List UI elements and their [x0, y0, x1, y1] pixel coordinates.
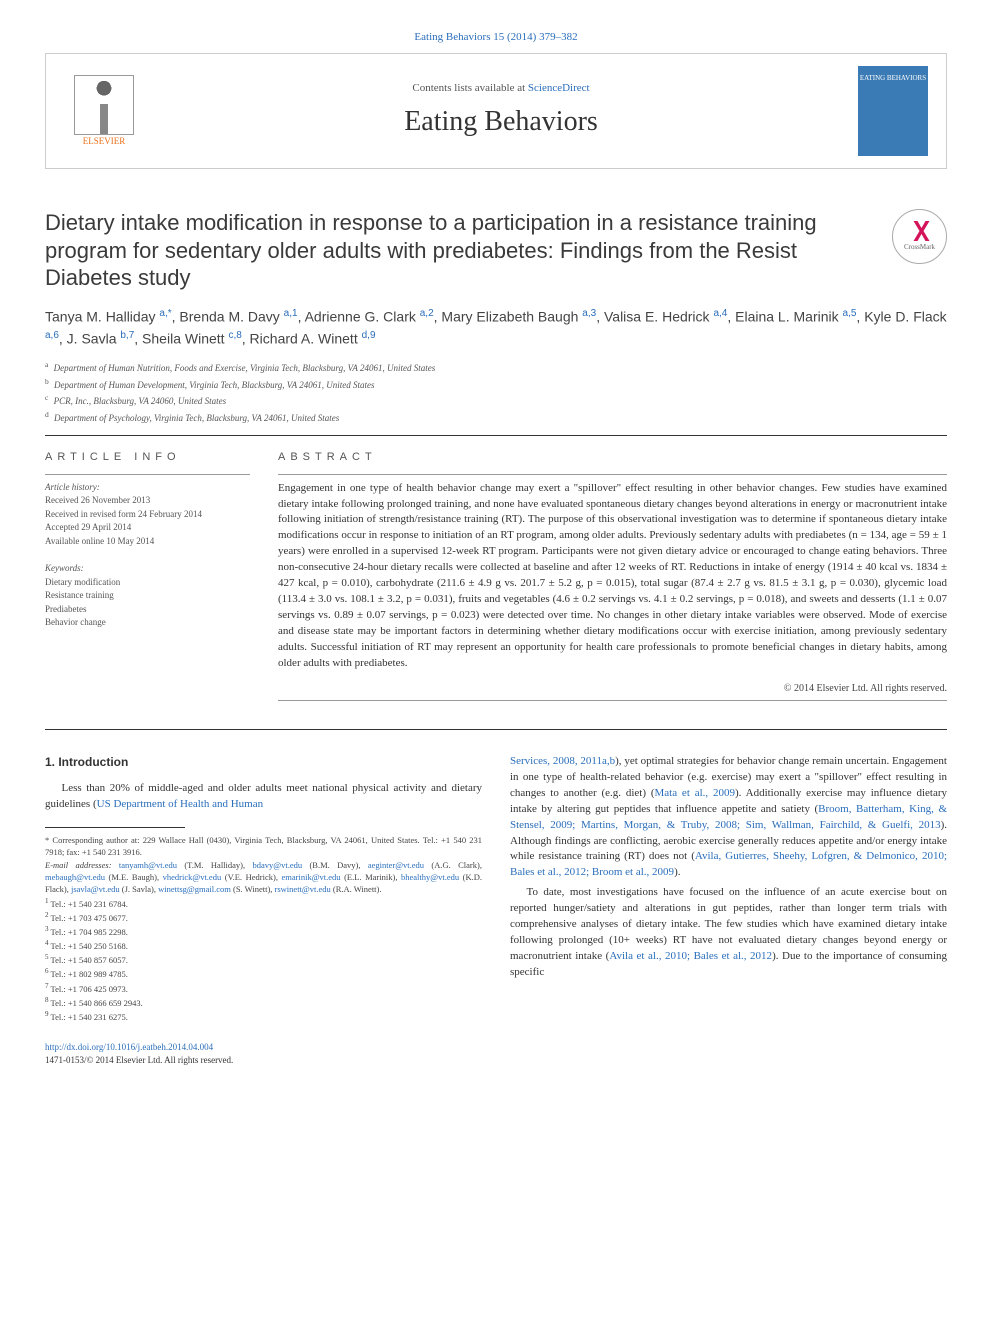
affiliation-line: c PCR, Inc., Blacksburg, VA 24060, Unite…: [45, 392, 947, 409]
article-info-head: ARTICLE INFO: [45, 450, 250, 465]
email-link[interactable]: aeginter@vt.edu: [368, 860, 424, 870]
affiliation-line: d Department of Psychology, Virginia Tec…: [45, 409, 947, 426]
thin-divider: [45, 474, 250, 475]
email-link[interactable]: mebaugh@vt.edu: [45, 872, 105, 882]
email-line: E-mail addresses: tanyamh@vt.edu (T.M. H…: [45, 859, 482, 896]
history-line: Available online 10 May 2014: [45, 535, 250, 549]
doi-block: http://dx.doi.org/10.1016/j.eatbeh.2014.…: [45, 1041, 482, 1066]
issn-copyright: 1471-0153/© 2014 Elsevier Ltd. All right…: [45, 1055, 233, 1065]
sciencedirect-link[interactable]: ScienceDirect: [528, 82, 590, 94]
email-link[interactable]: bhealthy@vt.edu: [401, 872, 459, 882]
journal-name: Eating Behaviors: [144, 102, 858, 141]
intro-paragraph: Less than 20% of middle-aged and older a…: [45, 781, 482, 813]
tel-footnote: 7 Tel.: +1 706 425 0973.: [45, 981, 482, 995]
cover-text: EATING BEHAVIORS: [860, 74, 926, 84]
history-label: Article history:: [45, 481, 250, 495]
header-center: Contents lists available at ScienceDirec…: [144, 81, 858, 142]
keyword-line: Behavior change: [45, 616, 250, 630]
introduction-heading: 1. Introduction: [45, 754, 482, 771]
corresponding-author: * Corresponding author at: 229 Wallace H…: [45, 834, 482, 859]
keyword-line: Dietary modification: [45, 576, 250, 590]
footnotes: * Corresponding author at: 229 Wallace H…: [45, 834, 482, 1023]
abstract-text: Engagement in one type of health behavio…: [278, 481, 947, 672]
divider: [45, 729, 947, 730]
affiliation-line: a Department of Human Nutrition, Foods a…: [45, 359, 947, 376]
email-link[interactable]: jsavla@vt.edu: [71, 884, 120, 894]
journal-cover-thumb[interactable]: EATING BEHAVIORS: [858, 66, 928, 156]
crossmark-label: CrossMark: [904, 243, 935, 253]
email-link[interactable]: tanyamh@vt.edu: [119, 860, 177, 870]
tel-footnote: 1 Tel.: +1 540 231 6784.: [45, 896, 482, 910]
tel-footnote: 8 Tel.: +1 540 866 659 2943.: [45, 995, 482, 1009]
citation-link[interactable]: Services, 2008, 2011a,b: [510, 755, 615, 767]
journal-citation[interactable]: Eating Behaviors 15 (2014) 379–382: [45, 30, 947, 45]
body-right-column: Services, 2008, 2011a,b), yet optimal st…: [510, 754, 947, 1066]
contents-prefix: Contents lists available at: [412, 82, 527, 94]
tel-footnote: 9 Tel.: +1 540 231 6275.: [45, 1009, 482, 1023]
journal-header: ELSEVIER Contents lists available at Sci…: [45, 53, 947, 169]
tel-footnote: 5 Tel.: +1 540 857 6057.: [45, 952, 482, 966]
elsevier-tree-icon: [74, 75, 134, 135]
email-link[interactable]: bdavy@vt.edu: [252, 860, 302, 870]
footnote-separator: [45, 827, 185, 828]
thin-divider: [278, 700, 947, 701]
email-link[interactable]: winettsg@gmail.com: [158, 884, 231, 894]
email-link[interactable]: emarinik@vt.edu: [281, 872, 340, 882]
keyword-line: Prediabetes: [45, 603, 250, 617]
tel-footnote: 2 Tel.: +1 703 475 0677.: [45, 910, 482, 924]
citation-link[interactable]: Avila et al., 2010; Bales et al., 2012: [609, 950, 772, 962]
history-line: Accepted 29 April 2014: [45, 521, 250, 535]
crossmark-icon: [910, 221, 930, 241]
body-paragraph: Services, 2008, 2011a,b), yet optimal st…: [510, 754, 947, 882]
citation-link[interactable]: US Department of Health and Human: [97, 798, 263, 810]
article-title: Dietary intake modification in response …: [45, 209, 872, 292]
body-text: ).: [674, 866, 680, 878]
citation-link[interactable]: Mata et al., 2009: [655, 787, 735, 799]
author-list: Tanya M. Halliday a,*, Brenda M. Davy a,…: [45, 306, 947, 349]
article-info-column: ARTICLE INFO Article history: Received 2…: [45, 450, 250, 707]
crossmark-badge[interactable]: CrossMark: [892, 209, 947, 264]
affiliation-line: b Department of Human Development, Virgi…: [45, 376, 947, 393]
thin-divider: [278, 474, 947, 475]
tel-footnote: 6 Tel.: +1 802 989 4785.: [45, 966, 482, 980]
divider: [45, 435, 947, 436]
abstract-head: ABSTRACT: [278, 450, 947, 465]
email-label: E-mail addresses:: [45, 860, 119, 870]
affiliations: a Department of Human Nutrition, Foods a…: [45, 359, 947, 425]
keywords-label: Keywords:: [45, 562, 250, 576]
contents-line: Contents lists available at ScienceDirec…: [144, 81, 858, 96]
history-line: Received 26 November 2013: [45, 494, 250, 508]
abstract-column: ABSTRACT Engagement in one type of healt…: [278, 450, 947, 707]
body-left-column: 1. Introduction Less than 20% of middle-…: [45, 754, 482, 1066]
history-line: Received in revised form 24 February 201…: [45, 508, 250, 522]
elsevier-label: ELSEVIER: [83, 135, 126, 148]
doi-link[interactable]: http://dx.doi.org/10.1016/j.eatbeh.2014.…: [45, 1042, 213, 1052]
elsevier-logo[interactable]: ELSEVIER: [64, 66, 144, 156]
tel-footnote: 3 Tel.: +1 704 985 2298.: [45, 924, 482, 938]
body-paragraph: To date, most investigations have focuse…: [510, 885, 947, 981]
email-link[interactable]: vhedrick@vt.edu: [163, 872, 222, 882]
tel-footnote: 4 Tel.: +1 540 250 5168.: [45, 938, 482, 952]
email-link[interactable]: rswinett@vt.edu: [275, 884, 331, 894]
keyword-line: Resistance training: [45, 589, 250, 603]
abstract-copyright: © 2014 Elsevier Ltd. All rights reserved…: [278, 682, 947, 696]
